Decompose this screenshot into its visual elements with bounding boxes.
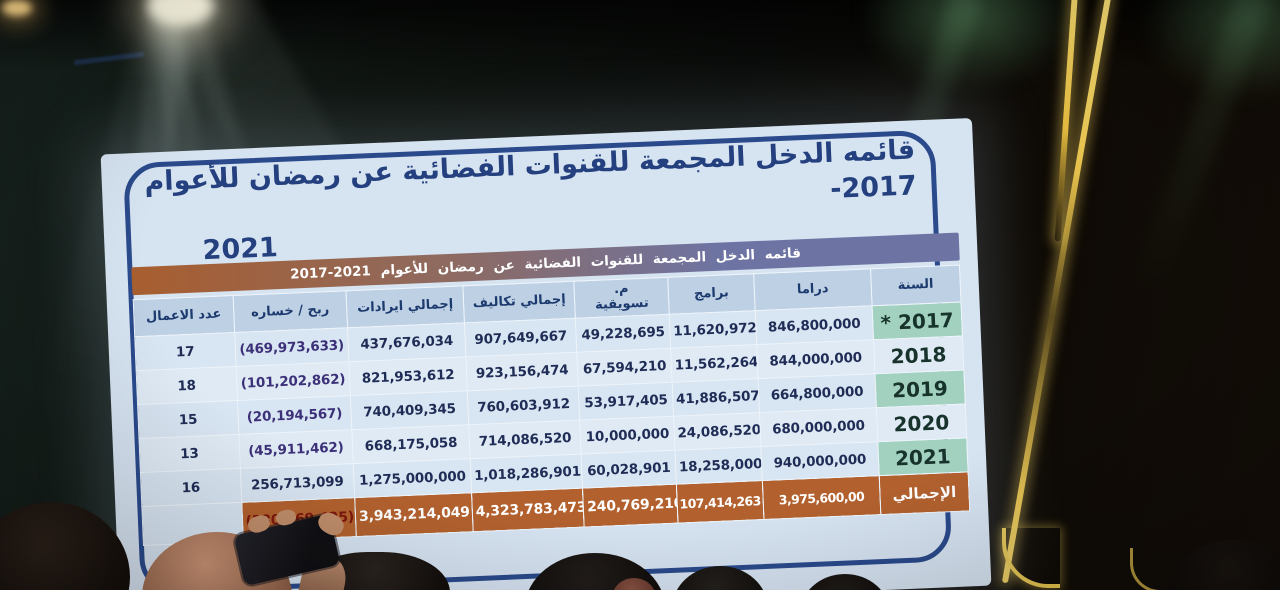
total-drama-cell: 3,975,600,00 [762, 475, 881, 520]
marketing-cell: 49,228,695 [575, 314, 671, 353]
programs-cell: 18,258,000 [674, 446, 763, 485]
total-costs-cell: 923,156,474 [465, 352, 579, 391]
year-cell: 2020 [876, 403, 967, 442]
projected-slide: قائمه الدخل المجمعة للقنوات الفضائية عن … [100, 117, 992, 590]
year-cell: 2019 [874, 370, 966, 408]
total-revenues-cell: 437,676,034 [347, 322, 466, 362]
audience-head [612, 578, 656, 590]
corner-lamp [2, 0, 32, 16]
programs-cell: 11,620,972 [669, 310, 757, 349]
year-cell: * 2017 [871, 302, 963, 340]
total-costs-cell: 760,603,912 [467, 386, 581, 425]
total-revenues-cell: 821,953,612 [349, 356, 468, 396]
total-costs-total-cell: 4,323,783,473 [471, 488, 585, 532]
income-table: السنة دراما برامج م. تسويقية إجمالي تكال… [133, 265, 971, 546]
col-header-total-costs: إجمالي تكاليف [462, 281, 576, 323]
col-header-year: السنة [870, 265, 962, 306]
drama-cell: 680,000,000 [759, 407, 878, 447]
programs-cell: 11,562,264 [670, 344, 759, 383]
profit-loss-cell: (45,911,462) [238, 429, 354, 469]
total-revenues-cell: 668,175,058 [351, 424, 470, 464]
total-costs-cell: 714,086,520 [468, 420, 582, 459]
total-programs-cell: 107,414,263 [676, 480, 764, 524]
works-count-cell: 15 [137, 400, 239, 439]
profit-loss-cell: (101,202,862) [235, 361, 351, 401]
marketing-cell: 60,028,901 [581, 450, 677, 489]
col-header-works-count: عدد الاعمال [133, 295, 235, 337]
profit-loss-cell: 256,713,099 [239, 463, 355, 503]
profit-loss-cell: (469,973,633) [234, 327, 350, 367]
programs-cell: 24,086,520 [673, 412, 761, 451]
works-count-cell: 16 [140, 468, 242, 507]
total-revenues-total-cell: 3,943,214,049 [354, 492, 474, 537]
col-header-total-revenues: إجمالي ايرادات [346, 285, 465, 328]
marketing-cell: 67,594,210 [577, 348, 672, 387]
marketing-cell: 53,917,405 [578, 382, 674, 421]
year-cell: 2018 [873, 336, 964, 374]
total-revenues-cell: 740,409,345 [350, 390, 469, 430]
drama-cell: 844,000,000 [756, 339, 875, 379]
year-cell: 2021 [877, 437, 969, 476]
profit-loss-cell: (20,194,567) [237, 395, 352, 435]
col-header-drama: دراما [753, 268, 872, 311]
total-marketing-cell: 240,769,210 [582, 484, 678, 528]
col-header-profit-loss: ربح / خساره [232, 290, 348, 333]
drama-cell: 664,800,000 [758, 373, 877, 413]
col-header-programs: برامج [667, 273, 756, 315]
col-header-marketing: م. تسويقية [574, 277, 670, 319]
golden-light-strip-hook [1130, 548, 1167, 590]
works-count-cell: 17 [134, 332, 236, 371]
works-count-cell: 13 [139, 434, 240, 473]
programs-cell: 41,886,507 [671, 378, 760, 417]
marketing-cell: 10,000,000 [580, 416, 675, 455]
total-costs-cell: 907,649,667 [464, 318, 578, 357]
total-revenues-cell: 1,275,000,000 [353, 458, 472, 498]
drama-cell: 846,800,000 [755, 305, 874, 345]
total-label-cell: الإجمالي [878, 471, 970, 515]
total-costs-cell: 1,018,286,901 [469, 454, 583, 493]
drama-cell: 940,000,000 [760, 441, 879, 481]
works-count-cell: 18 [136, 366, 238, 405]
